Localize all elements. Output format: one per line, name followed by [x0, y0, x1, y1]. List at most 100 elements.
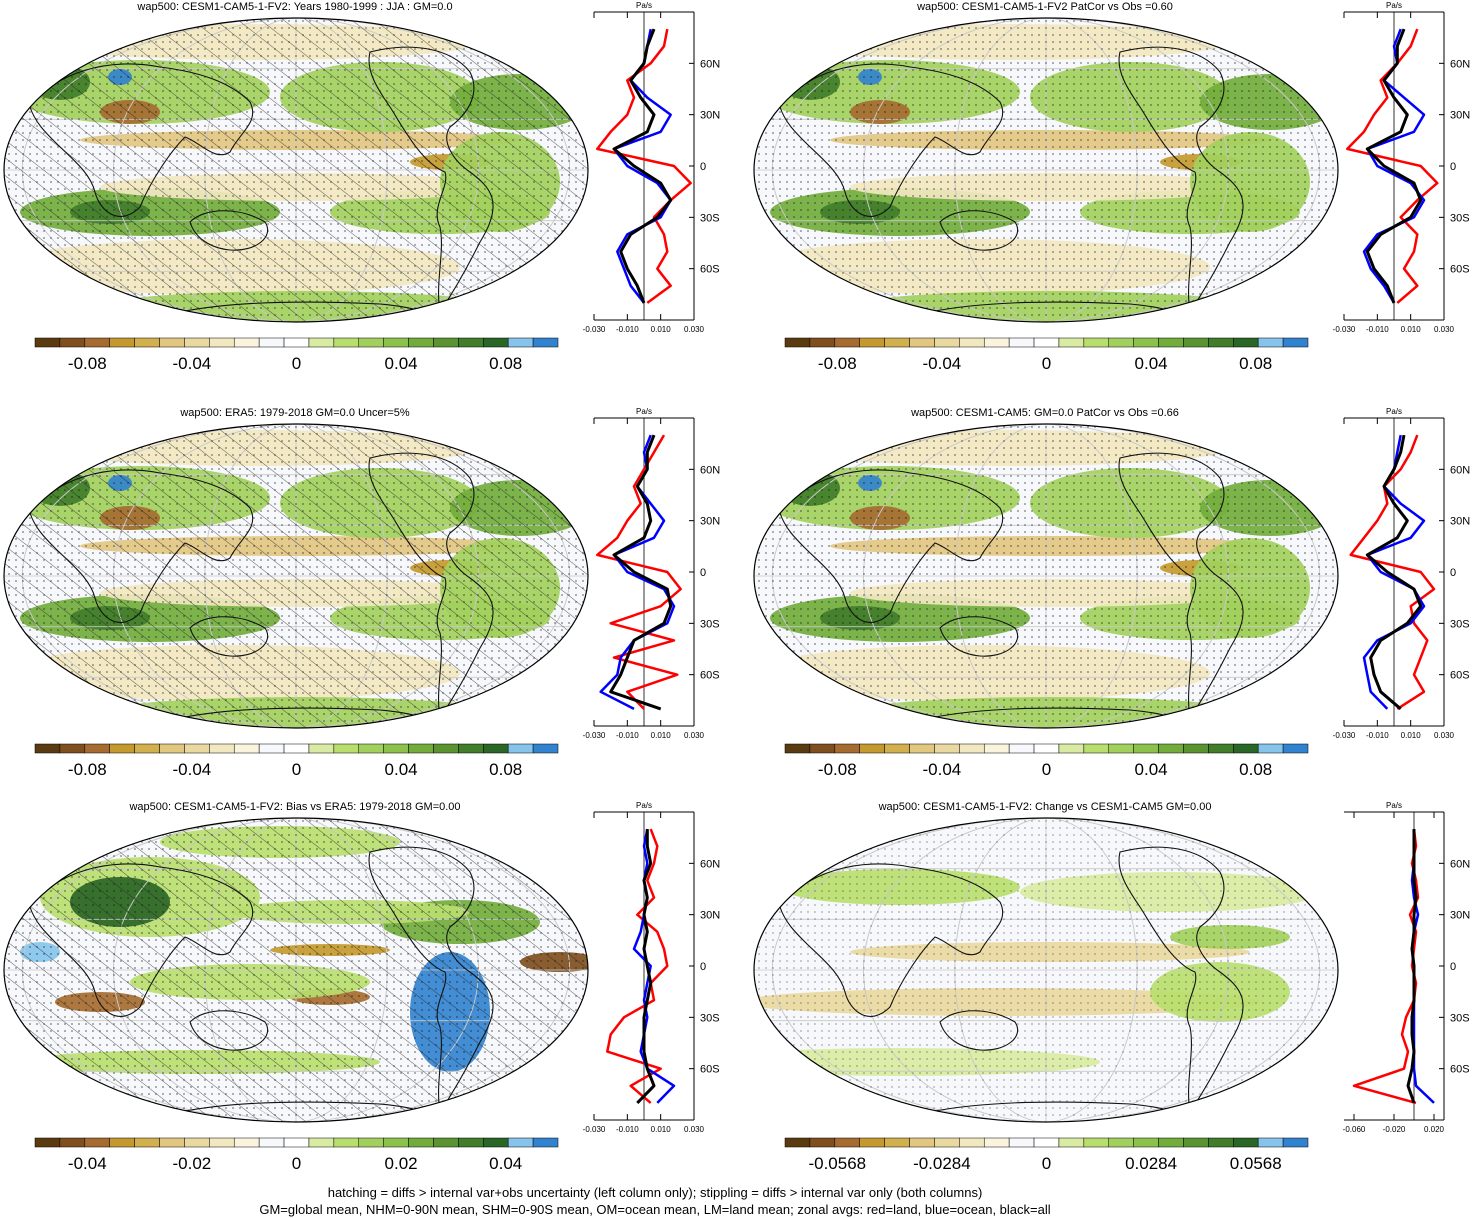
map-plot — [3, 423, 589, 729]
figure-panel: wap500: ERA5: 1979-2018 GM=0.0 Uncer=5% P… — [0, 406, 741, 806]
profile-unit-label: Pa/s — [636, 407, 652, 416]
colorbar-swatch — [134, 1137, 160, 1148]
profile-unit-label: Pa/s — [636, 801, 652, 810]
colorbar-tick-label: -0.04 — [923, 760, 962, 779]
stippling-overlay — [754, 424, 1338, 728]
panel-title: wap500: CESM1-CAM5-1-FV2 PatCor vs Obs =… — [917, 1, 1173, 13]
profile-lat-tick-label: 30N — [700, 110, 720, 122]
colorbar-swatch — [1133, 1137, 1159, 1148]
colorbar-swatch — [134, 743, 160, 754]
colorbar-swatch — [109, 337, 135, 348]
colorbar-swatch — [1058, 1137, 1085, 1148]
colorbar-swatch — [408, 337, 434, 348]
colorbar-tick-label: 0 — [1042, 760, 1051, 779]
colorbar-tick-label: 0.08 — [489, 760, 522, 779]
profile-x-tick-label: -0.010 — [616, 731, 639, 740]
colorbar-swatch — [458, 743, 484, 754]
colorbar-tick-label: 0 — [292, 760, 301, 779]
zonal-mean-profile: Pa/s -0.030 -0.010 0.010 0.030 60N 30N 0 30S 60S — [583, 801, 721, 1134]
colorbar-swatch — [959, 1137, 985, 1148]
zonal-mean-profile: Pa/s -0.030 -0.010 0.010 0.030 60N 30N 0 30S 60S — [583, 407, 721, 740]
colorbar-swatch — [859, 743, 885, 754]
colorbar-tick-label: -0.08 — [68, 354, 107, 373]
profile-lat-tick-label: 60S — [700, 670, 720, 682]
colorbar: -0.08 -0.04 0 0.04 0.08 — [34, 337, 559, 373]
colorbar-tick-label: 0.0284 — [1125, 1154, 1177, 1173]
colorbar-swatch — [1158, 743, 1184, 754]
colorbar-swatch — [934, 337, 960, 348]
colorbar-swatch — [1083, 1137, 1110, 1148]
profile-x-tick-label: -0.010 — [616, 325, 639, 334]
colorbar-tick-label: -0.04 — [68, 1154, 107, 1173]
map-plot — [753, 423, 1339, 729]
profile-lat-tick-label: 30S — [1450, 1012, 1470, 1024]
colorbar-swatch — [507, 1137, 534, 1148]
colorbar-swatch — [1257, 1137, 1284, 1148]
all-zonal-mean-line — [1365, 28, 1423, 304]
colorbar-swatch — [884, 743, 910, 754]
colorbar-swatch — [959, 743, 985, 754]
colorbar-swatch — [983, 1137, 1010, 1148]
colorbar-swatch — [383, 337, 409, 348]
panel-title: wap500: CESM1-CAM5-1-FV2: Bias vs ERA5: … — [129, 801, 461, 813]
colorbar-swatch — [834, 337, 860, 348]
colorbar-swatch — [84, 1137, 110, 1148]
colorbar-swatch — [233, 337, 260, 348]
colorbar-swatch — [983, 743, 1010, 754]
land-zonal-mean-line — [1346, 28, 1439, 304]
colorbar-swatch — [1158, 1137, 1184, 1148]
colorbar-swatch — [1058, 743, 1085, 754]
colorbar-swatch — [1158, 337, 1184, 348]
colorbar-swatch — [507, 337, 534, 348]
zonal-mean-profile: Pa/s -0.060 -0.020 0.020 60N 30N 0 30S 60S — [1343, 801, 1471, 1134]
colorbar-swatch — [1282, 743, 1309, 754]
profile-lat-tick-label: 60S — [700, 264, 720, 276]
profile-x-tick-label: -0.030 — [1333, 731, 1356, 740]
colorbar-swatch — [308, 1137, 335, 1148]
colorbar-swatch — [283, 1137, 310, 1148]
colorbar-swatch — [159, 337, 185, 348]
colorbar-swatch — [784, 1137, 811, 1148]
colorbar-swatch — [333, 743, 360, 754]
profile-lat-tick-label: 30S — [1450, 212, 1470, 224]
map-boundary — [3, 423, 589, 729]
profile-lat-tick-label: 30S — [700, 212, 720, 224]
all-zonal-mean-line — [1365, 434, 1423, 711]
profile-unit-label: Pa/s — [636, 1, 652, 10]
profile-x-tick-label: 0.020 — [1424, 1125, 1445, 1134]
colorbar-tick-label: 0.04 — [385, 354, 418, 373]
profile-lat-tick-label: 60S — [1450, 670, 1470, 682]
colorbar-swatch — [358, 743, 384, 754]
colorbar-tick-label: -0.0568 — [808, 1154, 866, 1173]
map-plot — [3, 17, 589, 323]
profile-unit-label: Pa/s — [1386, 1, 1402, 10]
colorbar-swatch — [507, 743, 534, 754]
colorbar-swatch — [358, 337, 384, 348]
panel-title: wap500: CESM1-CAM5-1-FV2: Years 1980-199… — [137, 1, 453, 13]
profile-x-tick-label: -0.010 — [616, 1125, 639, 1134]
profile-lat-tick-label: 30N — [1450, 516, 1470, 528]
map-plot — [753, 17, 1339, 323]
profile-lat-tick-label: 60N — [1450, 464, 1470, 476]
colorbar-swatch — [134, 337, 160, 348]
colorbar-swatch — [109, 1137, 135, 1148]
profile-lat-tick-label: 60S — [1450, 264, 1470, 276]
profile-x-tick-label: -0.020 — [1383, 1125, 1406, 1134]
colorbar-swatch — [532, 743, 559, 754]
colorbar-swatch — [59, 1137, 86, 1148]
colorbar-swatch — [859, 337, 885, 348]
colorbar-swatch — [209, 743, 235, 754]
colorbar-swatch — [1208, 1137, 1234, 1148]
colorbar-swatch — [1257, 743, 1284, 754]
profile-x-tick-label: 0.010 — [1401, 325, 1422, 334]
profile-x-tick-label: -0.030 — [583, 731, 606, 740]
zonal-mean-profile: Pa/s -0.030 -0.010 0.010 0.030 60N 30N 0 30S 60S — [1333, 1, 1471, 334]
colorbar-swatch — [1183, 1137, 1209, 1148]
all-zonal-mean-line — [636, 829, 656, 1104]
colorbar-tick-label: 0.08 — [1239, 354, 1272, 373]
colorbar-tick-label: -0.08 — [68, 760, 107, 779]
colorbar-tick-label: -0.04 — [923, 354, 962, 373]
colorbar-swatch — [84, 743, 110, 754]
colorbar-swatch — [458, 337, 484, 348]
colorbar-swatch — [909, 337, 935, 348]
